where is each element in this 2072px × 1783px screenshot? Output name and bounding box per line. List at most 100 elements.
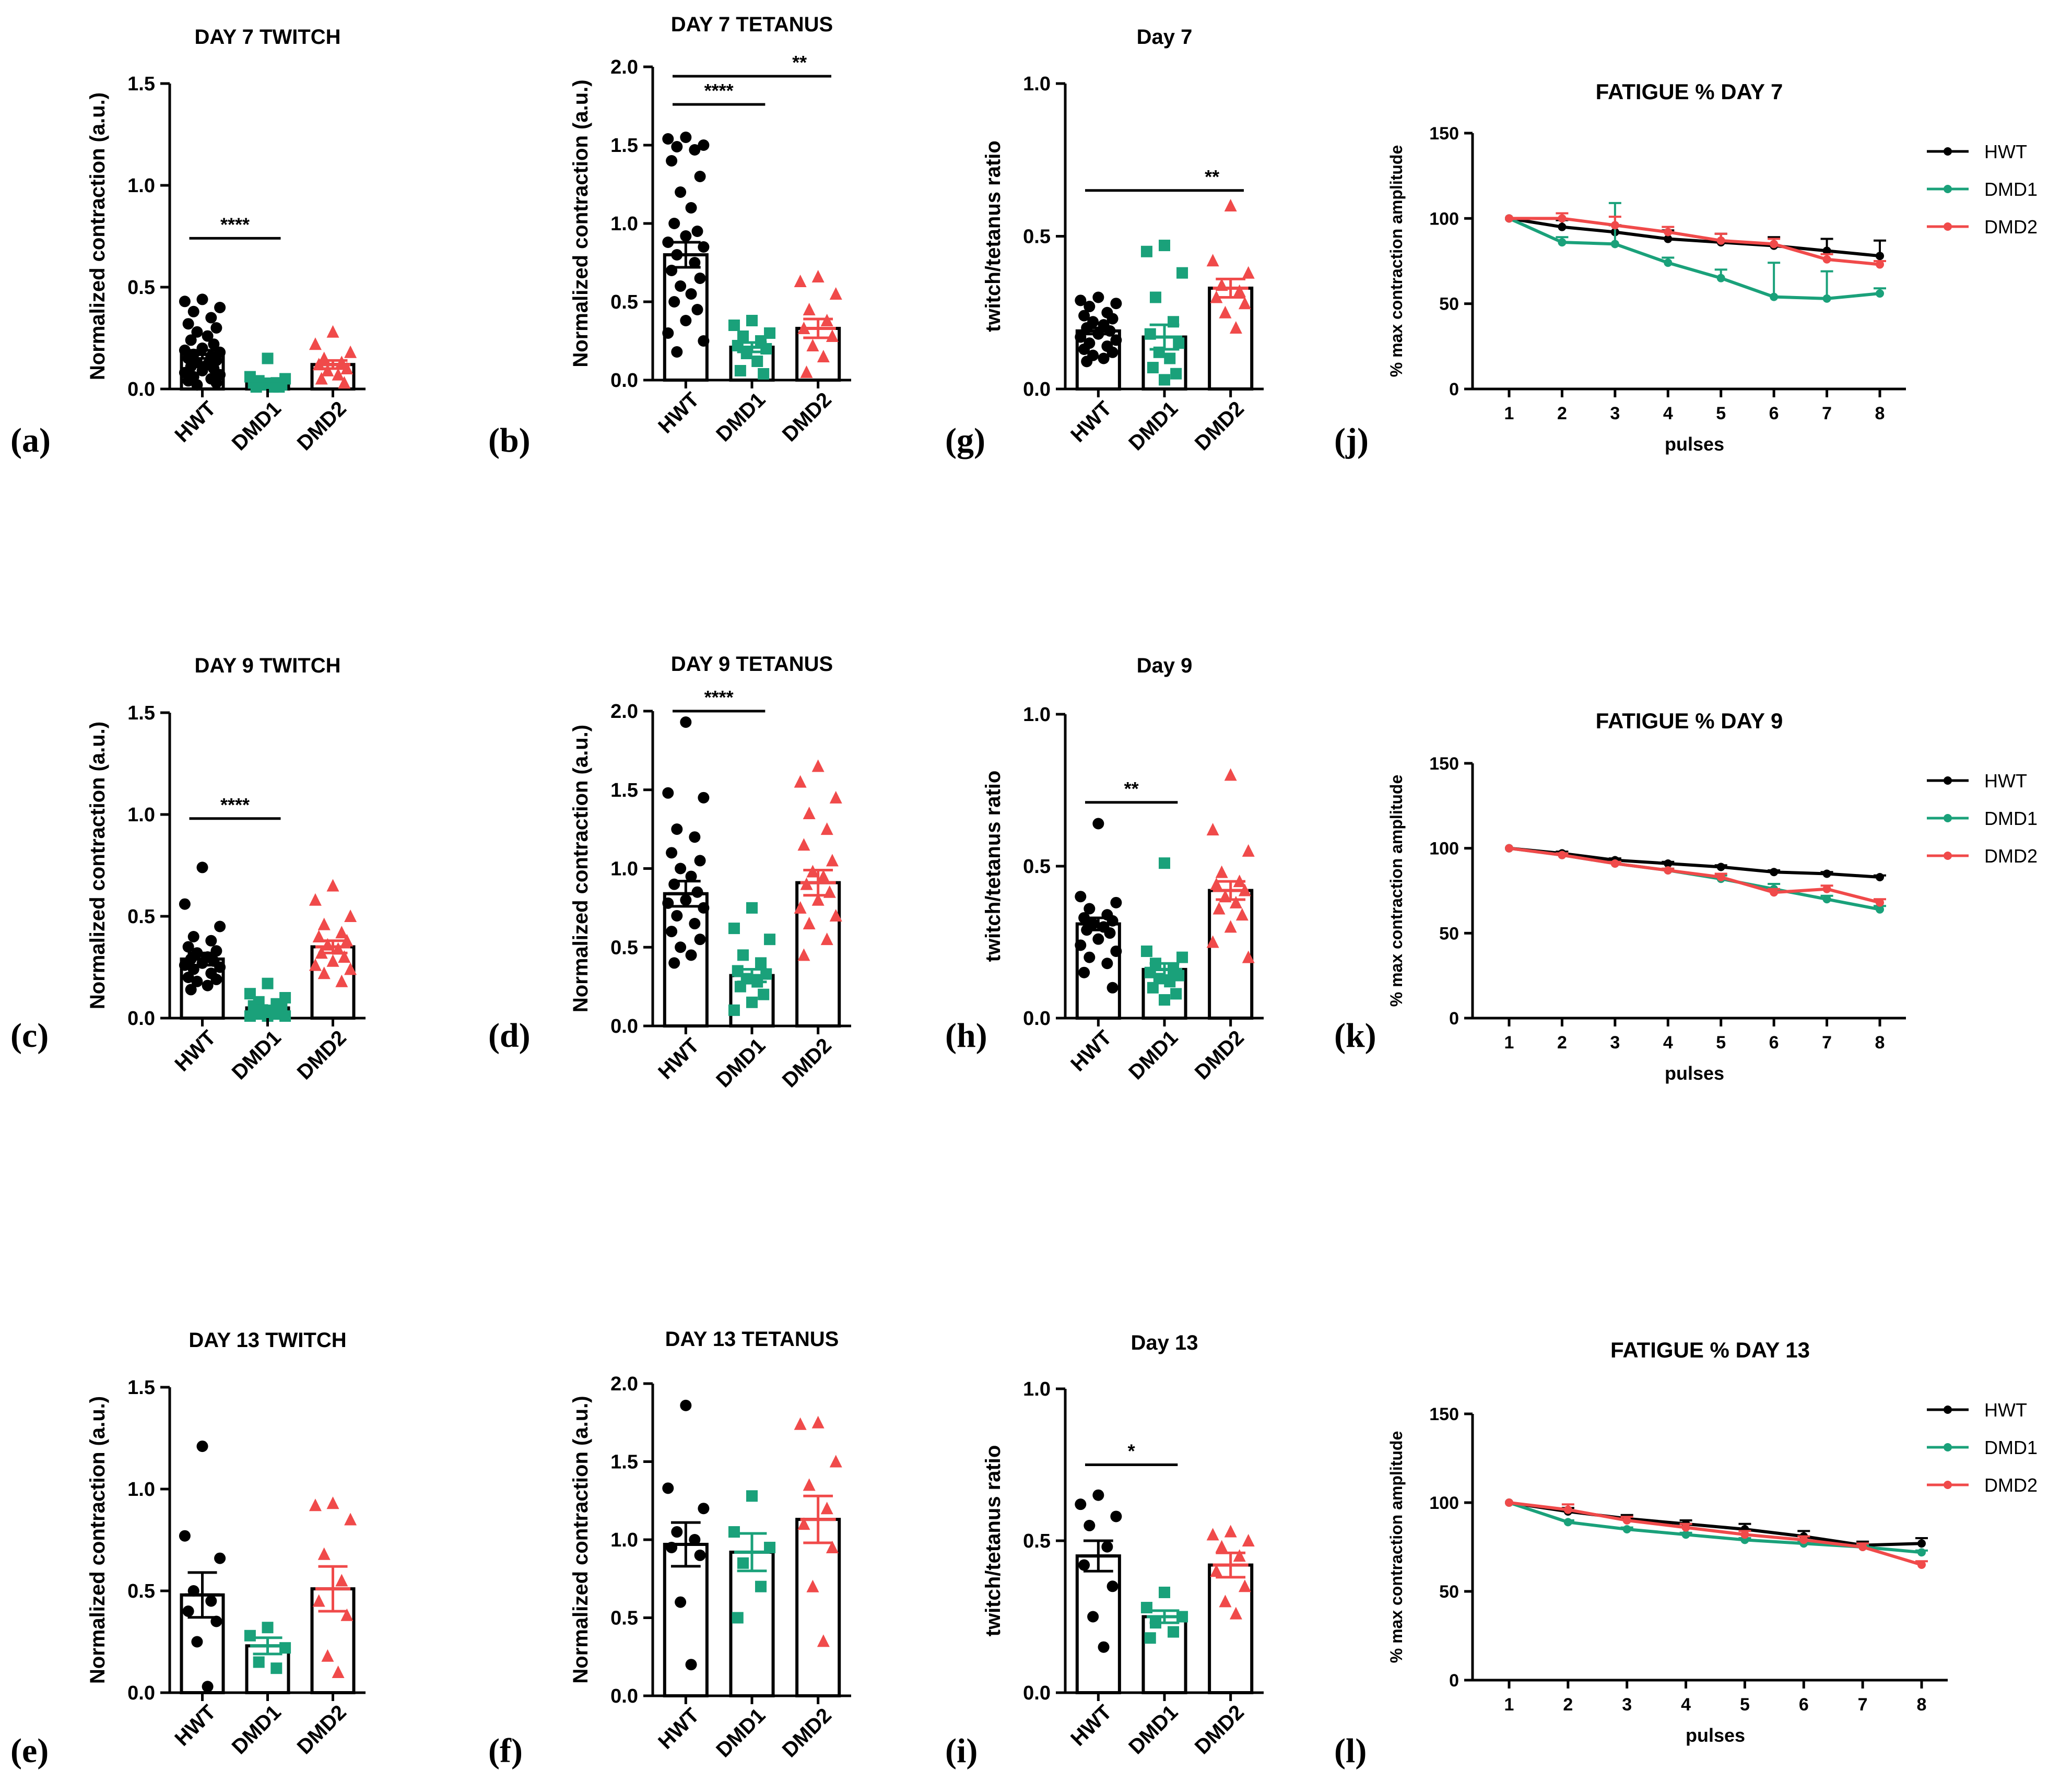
data-point-dmd1 — [728, 1526, 740, 1538]
data-point-hwt — [1084, 301, 1096, 313]
data-point-hwt — [675, 941, 687, 953]
data-point — [1917, 1561, 1926, 1569]
series-line — [1509, 846, 1880, 879]
data-point-hwt — [196, 861, 208, 873]
data-point-hwt — [1110, 896, 1122, 908]
y-tick-label: 0.5 — [127, 1580, 155, 1602]
data-point-dmd2 — [811, 1415, 825, 1428]
data-point — [1558, 222, 1567, 231]
data-point-dmd2 — [344, 962, 357, 975]
y-axis-label: Normalized contraction (a.u.) — [86, 1396, 109, 1684]
x-tick-label: DMD2 — [778, 1704, 836, 1762]
legend-label: DMD1 — [1984, 808, 2038, 829]
data-point-hwt — [694, 273, 706, 284]
y-tick-label: 1.5 — [127, 73, 155, 95]
data-point-dmd2 — [817, 350, 830, 362]
x-tick-label: DMD2 — [778, 388, 836, 446]
y-axis-label: Normalized contraction (a.u.) — [569, 1396, 592, 1683]
data-point-hwt — [698, 1503, 710, 1515]
data-point-dmd2 — [797, 948, 810, 961]
x-tick-label: 3 — [1622, 1695, 1632, 1715]
x-tick-label: DMD2 — [293, 1026, 351, 1084]
legend-label: DMD1 — [1984, 1437, 2038, 1458]
data-point-hwt — [662, 237, 674, 248]
data-point-dmd2 — [811, 893, 825, 906]
data-point-dmd2 — [1206, 935, 1219, 948]
data-point-dmd1 — [1159, 374, 1170, 386]
data-point-hwt — [689, 918, 701, 930]
y-tick-label: 1.5 — [127, 702, 155, 724]
data-point-dmd2 — [335, 974, 348, 987]
data-point-hwt — [202, 979, 214, 991]
x-tick-label: 3 — [1610, 1033, 1620, 1053]
data-point-hwt — [694, 855, 706, 867]
data-point — [1681, 1530, 1690, 1539]
chart-panel-e: DAY 13 TWITCH (e) 0.0 0.5 1.0 1.5 Normalized c… — [10, 1329, 366, 1770]
data-point-dmd2 — [1233, 284, 1246, 297]
data-point-hwt — [182, 318, 194, 330]
data-point-hwt — [1087, 1611, 1099, 1623]
data-point-dmd2 — [315, 372, 328, 385]
data-point-dmd1 — [244, 1630, 256, 1642]
data-point-dmd1 — [262, 1010, 274, 1022]
data-point-dmd1 — [262, 352, 274, 364]
data-point — [1822, 294, 1831, 303]
significance-label: ** — [1124, 778, 1139, 799]
data-point-hwt — [671, 823, 683, 835]
y-tick-label: 2.0 — [610, 1373, 638, 1395]
data-point-dmd2 — [797, 1517, 810, 1530]
data-point-dmd1 — [1140, 1602, 1152, 1614]
data-point — [1664, 234, 1673, 243]
data-point-hwt — [691, 886, 703, 898]
data-point — [1664, 228, 1673, 237]
chart-title: DAY 13 TWITCH — [189, 1329, 346, 1352]
y-tick-label: 1.0 — [610, 858, 638, 880]
chart-panel-a: DAY 7 TWITCH (a) 0.0 0.5 1.0 1.5 Normalized co… — [10, 26, 366, 459]
data-point-dmd2 — [1219, 305, 1232, 318]
data-point — [1770, 292, 1779, 301]
data-point-hwt — [698, 241, 710, 253]
data-point-hwt — [202, 1681, 214, 1693]
legend-marker — [1944, 776, 1952, 785]
x-tick-label: 3 — [1610, 404, 1620, 423]
y-tick-label: 1.0 — [1023, 1378, 1051, 1400]
data-point-hwt — [187, 931, 199, 942]
y-tick-label: 1.5 — [610, 780, 638, 801]
data-point-hwt — [662, 1482, 674, 1494]
data-point-dmd1 — [751, 356, 763, 367]
data-point-hwt — [691, 226, 703, 237]
data-point-dmd2 — [309, 958, 322, 971]
chart-panel-f: DAY 13 TETANUS (f) 0.0 0.5 1.0 1.5 2.0 Normaliz… — [488, 1328, 851, 1770]
data-point-hwt — [698, 902, 710, 914]
chart-title: DAY 13 TETANUS — [665, 1328, 839, 1351]
data-point-dmd2 — [794, 1417, 807, 1430]
x-tick-label: 2 — [1557, 404, 1567, 423]
data-point-hwt — [671, 910, 683, 922]
chart-panel-l: FATIGUE % DAY 13 (l) 0 50 100 150 1 2 3 4 5 6 7 8 % ma… — [1334, 1338, 2038, 1770]
data-point-hwt — [1106, 346, 1119, 358]
data-point-dmd1 — [253, 1656, 265, 1668]
y-tick-label: 150 — [1429, 754, 1459, 774]
data-point-hwt — [196, 293, 208, 305]
data-point-hwt — [191, 326, 203, 338]
data-point-dmd1 — [728, 320, 740, 331]
x-tick-label: DMD1 — [228, 397, 286, 455]
data-point-dmd2 — [803, 303, 816, 315]
data-point — [1770, 868, 1779, 877]
data-point — [1917, 1548, 1926, 1557]
y-axis-label: twitch/tetanus ratio — [982, 771, 1005, 962]
x-tick-label: DMD2 — [1191, 1701, 1249, 1758]
data-point-dmd1 — [1176, 267, 1188, 279]
data-point — [1610, 221, 1619, 230]
data-point-hwt — [698, 792, 710, 804]
x-tick-label: 4 — [1681, 1695, 1691, 1715]
data-point-hwt — [1084, 903, 1096, 915]
data-point — [1822, 895, 1831, 904]
data-point-hwt — [662, 327, 674, 339]
x-tick-label: HWT — [654, 1704, 704, 1754]
x-tick-label: 5 — [1740, 1695, 1750, 1715]
data-point — [1822, 884, 1831, 893]
data-point-dmd2 — [829, 908, 842, 922]
chart-title: FATIGUE % DAY 13 — [1610, 1338, 1810, 1362]
data-point — [1681, 1523, 1690, 1532]
